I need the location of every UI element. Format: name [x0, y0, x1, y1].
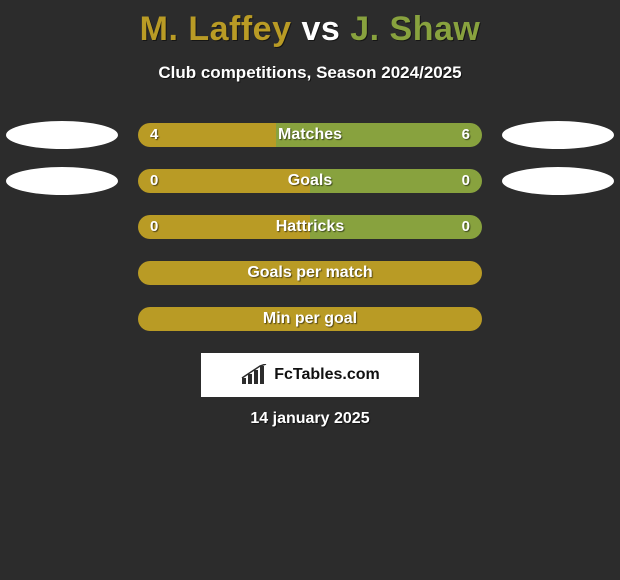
- player2-name: J. Shaw: [350, 10, 480, 48]
- player2-oval: [502, 167, 614, 195]
- stat-row: Goals0 0: [0, 159, 620, 205]
- comparison-infographic: M. Laffey vs J. Shaw Club competitions, …: [0, 0, 620, 580]
- stat-bar: Goals0 0: [138, 169, 482, 193]
- source-text: FcTables.com: [274, 366, 380, 384]
- stat-row: Min per goal: [0, 297, 620, 343]
- player1-oval: [6, 167, 118, 195]
- stat-label: Matches: [138, 123, 482, 147]
- stat-row: Hattricks0 0: [0, 205, 620, 251]
- stat-value-left: 0: [150, 215, 158, 239]
- stat-row: Goals per match: [0, 251, 620, 297]
- stat-bar: Hattricks0 0: [138, 215, 482, 239]
- stat-value-right: 0: [462, 169, 470, 193]
- date-label: 14 january 2025: [0, 410, 620, 428]
- stat-bar: Min per goal: [138, 307, 482, 331]
- stat-value-right: 0: [462, 215, 470, 239]
- stat-value-left: 0: [150, 169, 158, 193]
- stat-value-right: 6: [462, 123, 470, 147]
- vs-text: vs: [301, 10, 340, 48]
- stat-value-left: 4: [150, 123, 158, 147]
- player1-oval: [6, 121, 118, 149]
- player1-name: M. Laffey: [140, 10, 292, 48]
- stat-row: Matches4 6: [0, 113, 620, 159]
- player2-oval: [502, 121, 614, 149]
- page-title: M. Laffey vs J. Shaw: [0, 0, 620, 49]
- stat-label: Hattricks: [138, 215, 482, 239]
- stat-label: Min per goal: [138, 307, 482, 331]
- chart-icon: [240, 364, 268, 386]
- stat-label: Goals per match: [138, 261, 482, 285]
- stat-label: Goals: [138, 169, 482, 193]
- stat-bar: Matches4 6: [138, 123, 482, 147]
- subtitle: Club competitions, Season 2024/2025: [0, 63, 620, 83]
- source-badge: FcTables.com: [201, 353, 419, 397]
- stat-bar: Goals per match: [138, 261, 482, 285]
- stat-rows: Matches46Goals00Hattricks00Goals per mat…: [0, 113, 620, 343]
